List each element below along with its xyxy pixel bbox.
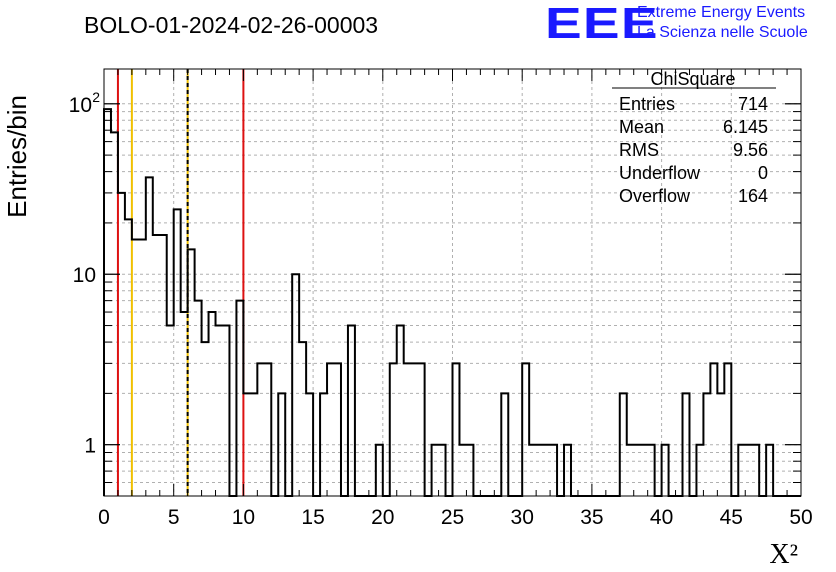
histogram-bin	[160, 235, 167, 496]
histogram-bin	[683, 393, 690, 496]
histogram-bin	[181, 312, 188, 496]
histogram-bin	[348, 326, 355, 496]
x-tick-label: 50	[789, 506, 812, 529]
histogram-bin	[146, 177, 153, 496]
x-tick-label: 25	[441, 506, 464, 529]
histogram-bin	[195, 301, 202, 496]
histogram-bin	[522, 363, 529, 496]
histogram-bin	[209, 312, 216, 496]
histogram-bin	[390, 363, 397, 496]
histogram-bin	[439, 445, 446, 496]
stats-label: RMS	[619, 140, 659, 160]
x-tick-label: 30	[511, 506, 534, 529]
histogram-bin	[216, 326, 223, 496]
stats-label: Overflow	[619, 186, 691, 206]
histogram-bin	[411, 363, 418, 496]
histogram-bin	[167, 326, 174, 496]
histogram-bin	[236, 301, 243, 496]
y-tick-label: 10	[73, 264, 96, 287]
y-axis-label: Entries/bin	[2, 95, 32, 218]
histogram-bin	[453, 363, 460, 496]
histogram-bin	[118, 193, 125, 496]
histogram-bin	[292, 274, 299, 496]
y-tick-exponent: 2	[92, 89, 100, 105]
x-tick-label: 5	[168, 506, 180, 529]
histogram-bin	[696, 445, 703, 496]
histogram-bin	[257, 363, 264, 496]
histogram-bin	[418, 363, 425, 496]
histogram-bin	[188, 249, 195, 496]
histogram-bin	[724, 363, 731, 496]
x-axis-label: X²	[769, 539, 798, 570]
stats-title: ChiSquare	[650, 69, 735, 89]
stats-label: Entries	[619, 94, 675, 114]
histogram-bin	[320, 393, 327, 496]
histogram-bin	[404, 363, 411, 496]
histogram-bin	[466, 445, 473, 496]
histogram-bin	[703, 393, 710, 496]
stats-value: 9.56	[733, 140, 768, 160]
histogram-bin	[766, 445, 773, 496]
histogram-bin	[306, 393, 313, 496]
histogram-bin	[745, 445, 752, 496]
histogram-bin	[641, 445, 648, 496]
histogram-bin	[738, 445, 745, 496]
histogram-bin	[620, 393, 627, 496]
x-tick-label: 45	[720, 506, 743, 529]
histogram-bin	[662, 445, 669, 496]
histogram-bin	[376, 445, 383, 496]
histogram-bin	[153, 235, 160, 496]
y-tick-label: 1	[84, 435, 96, 458]
eee-logo: EEE	[545, 0, 659, 48]
histogram-bin	[111, 132, 118, 496]
histogram-bin	[634, 445, 641, 496]
x-tick-label: 20	[371, 506, 394, 529]
histogram-bin	[710, 363, 717, 496]
histogram-bin	[432, 445, 439, 496]
x-tick-label: 40	[650, 506, 673, 529]
y-axis-label-box: Entries/bin	[2, 95, 42, 218]
histogram-bin	[222, 326, 229, 496]
stats-value: 714	[738, 94, 768, 114]
histogram-bin	[459, 445, 466, 496]
histogram-bin	[327, 363, 334, 496]
histogram-bin	[648, 445, 655, 496]
histogram-bin	[243, 393, 250, 496]
histogram-bin	[529, 445, 536, 496]
logo-subtitle-1: Extreme Energy Events	[637, 4, 806, 21]
histogram-bin	[550, 445, 557, 496]
histogram-bin	[250, 393, 257, 496]
histogram-bin	[536, 445, 543, 496]
histogram-bin	[202, 342, 209, 496]
histogram-bin	[752, 445, 759, 496]
stats-label: Mean	[619, 117, 664, 137]
stats-value: 0	[758, 163, 768, 183]
stats-value: 164	[738, 186, 768, 206]
x-tick-label: 0	[98, 506, 110, 529]
histogram-bin	[139, 239, 146, 496]
histogram-bin	[125, 219, 132, 496]
chart-title: BOLO-01-2024-02-26-00003	[84, 12, 379, 38]
x-tick-label: 10	[232, 506, 255, 529]
histogram-bin	[334, 363, 341, 496]
histogram-bin	[564, 445, 571, 496]
histogram-bin	[501, 393, 508, 496]
x-tick-label: 15	[301, 506, 324, 529]
x-tick-label: 35	[580, 506, 603, 529]
histogram-bin	[174, 209, 181, 496]
histogram-bin	[278, 393, 285, 496]
histogram-bin	[627, 445, 634, 496]
histogram-bin	[132, 239, 139, 496]
histogram-bin	[104, 109, 111, 496]
stats-value: 6.145	[723, 117, 768, 137]
histogram-bin	[397, 326, 404, 496]
stats-label: Underflow	[619, 163, 701, 183]
y-tick-label: 10	[69, 94, 92, 117]
histogram-bin	[299, 342, 306, 496]
logo-subtitle-2: La Scienza nelle Scuole	[637, 24, 808, 41]
histogram-bin	[717, 393, 724, 496]
histogram-bin	[543, 445, 550, 496]
histogram-bin	[264, 363, 271, 496]
